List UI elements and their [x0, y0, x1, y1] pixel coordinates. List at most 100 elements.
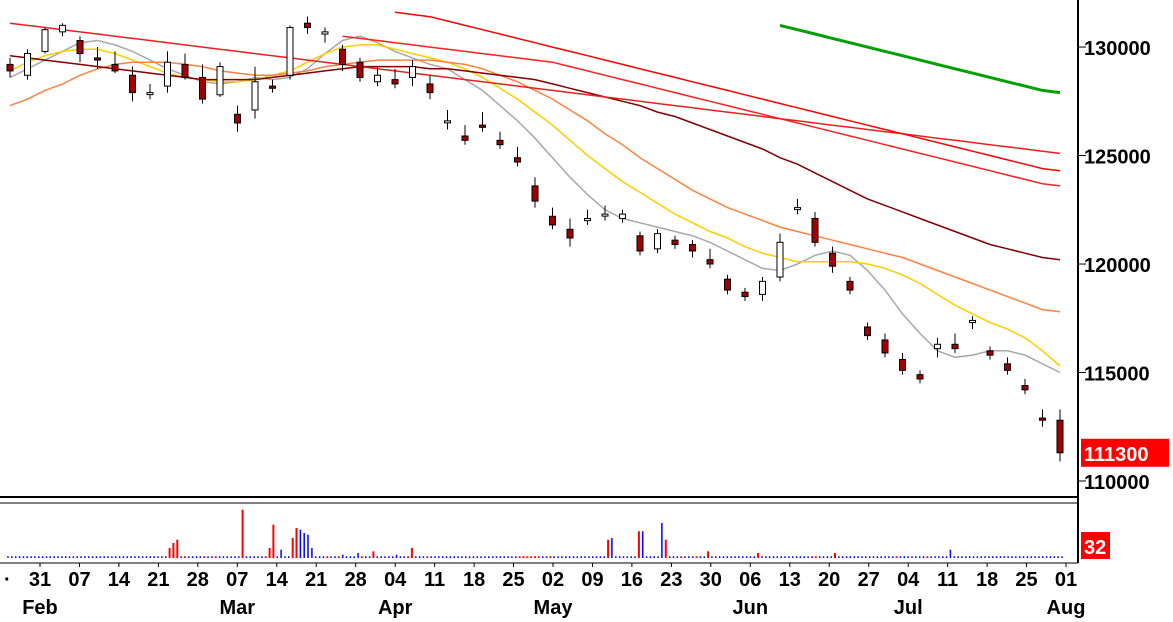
candlestick	[969, 316, 976, 330]
x-day-label: 07	[68, 569, 90, 591]
candle-body	[1056, 419, 1064, 454]
price-panel	[6, 11, 1064, 462]
candle-body	[444, 120, 451, 124]
last-price-badge-bg	[1081, 438, 1169, 467]
x-day-label: 07	[226, 569, 248, 591]
date-axis: · 31 07 14 21 28 07 14 21 28 04 11 18 25 02 09 16 23 30 06 1…	[4, 563, 1085, 619]
x-day-label: 02	[542, 569, 564, 591]
x-day-label: 11	[937, 569, 958, 591]
candle-body	[286, 27, 294, 76]
y-tick-label: 120000	[1084, 255, 1151, 277]
candle-body	[321, 31, 329, 35]
candlestick	[671, 235, 679, 249]
candlestick	[776, 233, 784, 282]
x-day-label: 25	[502, 569, 524, 591]
candlestick	[636, 231, 644, 256]
candlestick	[899, 352, 906, 375]
candlestick	[1021, 379, 1029, 395]
x-day-label: 01	[1055, 569, 1077, 591]
candle-body	[59, 24, 66, 33]
candle-body	[234, 113, 241, 124]
candle-body	[304, 22, 311, 29]
candlestick	[846, 277, 854, 295]
candlestick	[199, 64, 206, 104]
candlestick	[549, 207, 556, 230]
candlestick	[479, 112, 486, 132]
moving-average-line	[394, 11, 1061, 172]
candlestick	[181, 53, 189, 80]
x-month-label: Aug	[1047, 597, 1086, 619]
candle-body	[794, 207, 801, 211]
candlestick	[1004, 357, 1011, 375]
moving-average-line	[342, 35, 1061, 187]
candlestick	[601, 205, 609, 221]
candlestick	[286, 25, 294, 80]
candlestick	[986, 346, 994, 360]
candle-body	[479, 124, 486, 128]
x-month-label: Feb	[22, 597, 58, 619]
candle-body	[514, 157, 521, 163]
candlestick	[216, 62, 224, 97]
x-day-label: 09	[581, 569, 603, 591]
candle-body	[164, 61, 171, 87]
candle-body	[76, 40, 84, 55]
candle-body	[181, 63, 189, 78]
candlestick	[1039, 409, 1046, 427]
candlestick	[59, 23, 66, 37]
x-day-label: 28	[345, 569, 367, 591]
candlestick	[864, 322, 871, 340]
candle-body	[409, 66, 416, 78]
candle-body	[864, 326, 871, 337]
candle-body	[269, 85, 276, 89]
candle-body	[94, 57, 101, 61]
candlestick	[41, 27, 49, 54]
candle-body	[1039, 417, 1046, 421]
candle-body	[846, 280, 854, 291]
candlestick	[514, 146, 521, 167]
candle-body	[811, 217, 819, 243]
candlestick	[251, 66, 259, 119]
y-tick-label: 110000	[1084, 472, 1150, 494]
candlestick	[496, 131, 504, 150]
x-month-label: Jul	[894, 597, 923, 619]
candle-body	[741, 291, 749, 298]
candlestick	[881, 333, 889, 358]
last-price-badge: 111300	[1081, 438, 1169, 467]
candlesticks	[6, 16, 1064, 462]
candlestick	[689, 240, 696, 258]
candle-body	[1004, 363, 1011, 371]
candlestick	[584, 209, 591, 225]
candlestick	[951, 333, 959, 353]
volume-panel	[7, 509, 1063, 558]
last-volume-badge: 32	[1081, 532, 1110, 559]
candlestick	[1056, 409, 1064, 462]
x-leading-tick: ·	[4, 569, 11, 591]
x-day-label: 21	[305, 569, 327, 591]
candlestick	[321, 27, 329, 43]
candlestick	[269, 79, 276, 93]
candle-body	[531, 185, 539, 202]
candle-body	[216, 66, 224, 96]
x-month-label: May	[534, 597, 574, 619]
candlestick	[759, 277, 766, 301]
moving-average-line	[779, 23, 1061, 95]
x-day-label: 18	[463, 569, 485, 591]
candlestick	[706, 248, 714, 269]
candlestick	[339, 44, 346, 71]
y-tick-label: 125000	[1084, 147, 1151, 169]
candle-body	[426, 83, 434, 94]
candlestick	[409, 60, 416, 87]
candle-body	[724, 278, 731, 291]
x-month-label: Jun	[733, 597, 769, 619]
candlestick	[741, 287, 749, 301]
candlestick	[234, 105, 241, 132]
candle-body	[969, 319, 976, 324]
candle-body	[881, 339, 889, 354]
moving-average-line	[9, 22, 1061, 155]
candle-body	[934, 343, 941, 350]
candlestick	[374, 66, 381, 87]
candlestick	[94, 47, 101, 69]
candlestick	[531, 177, 539, 208]
candlestick	[6, 57, 14, 78]
